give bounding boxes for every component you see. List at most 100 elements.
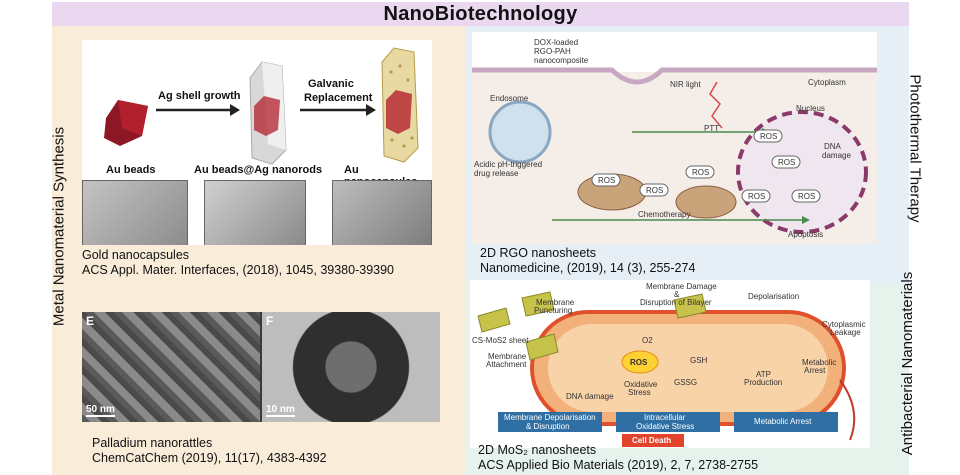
mem-damage-label-1: Membrane Damage bbox=[646, 282, 717, 291]
gold-caption: Gold nanocapsules ACS Appl. Mater. Inter… bbox=[82, 248, 394, 278]
box-depol-line-1: Membrane Depolarisation bbox=[504, 413, 596, 422]
gsh-label: GSH bbox=[690, 356, 708, 365]
rgo-caption-ref: Nanomedicine, (2019), 14 (3), 255-274 bbox=[480, 261, 696, 275]
metabolic-label-2: Arrest bbox=[804, 366, 826, 375]
nucleus-label: Nucleus bbox=[796, 104, 825, 113]
ros-label-6: ROS bbox=[748, 192, 766, 201]
tem-au-ag-nanorods bbox=[204, 180, 306, 245]
gssg-label: GSSG bbox=[674, 378, 698, 387]
gold-nanocapsule-figure: Ag shell growth Galvanic Replacement Au … bbox=[82, 40, 432, 245]
gold-caption-title: Gold nanocapsules bbox=[82, 248, 190, 262]
arrow-galvanic bbox=[300, 104, 376, 116]
rgo-illustration bbox=[472, 32, 877, 234]
mos2-illustration bbox=[477, 291, 856, 447]
nir-wave bbox=[709, 81, 723, 129]
pd-caption: Palladium nanorattles ChemCatChem (2019)… bbox=[92, 436, 327, 466]
tem-panel-e bbox=[82, 312, 260, 422]
ros-label-4: ROS bbox=[646, 186, 664, 195]
gold-synthesis-illustration bbox=[104, 47, 419, 165]
rgo-caption-title: 2D RGO nanosheets bbox=[480, 246, 597, 260]
mos2-caption-title: 2D MoS₂ nanosheets bbox=[478, 443, 597, 457]
rgo-caption: 2D RGO nanosheets Nanomedicine, (2019), … bbox=[480, 246, 695, 276]
mem-punct-label-2: Puncturing bbox=[534, 306, 573, 315]
mem-punct-label-1: Membrane bbox=[536, 298, 575, 307]
box-depol-line-2: & Disruption bbox=[526, 422, 570, 431]
cyto-leak-label-1: Cytoplasmic bbox=[822, 320, 866, 329]
endosome-label: Endosome bbox=[490, 94, 529, 103]
mem-damage-label-2: & bbox=[674, 290, 680, 299]
tem-au-beads bbox=[82, 180, 188, 245]
panel-f-label: F bbox=[266, 314, 274, 328]
metabolic-label-1: Metabolic bbox=[802, 358, 837, 367]
tem-au-nanocapsules bbox=[332, 180, 432, 245]
dox-label-2: RGO-PAH bbox=[534, 47, 571, 56]
ros-label-5: ROS bbox=[692, 168, 710, 177]
step-galvanic-label-1: Galvanic bbox=[308, 78, 354, 90]
title-bar: NanoBiotechnology bbox=[52, 2, 909, 26]
nucleus-shape bbox=[736, 110, 868, 234]
o2-label: O2 bbox=[642, 336, 653, 345]
endosome-shape bbox=[488, 100, 552, 164]
arrow-ag-shell bbox=[156, 104, 240, 116]
page-title: NanoBiotechnology bbox=[383, 2, 578, 25]
ag-nanorod-shape bbox=[249, 61, 287, 165]
rgo-photothermal-figure: DOX-loaded RGO-PAH nanocomposite NIR lig… bbox=[472, 32, 877, 244]
box-oxidative-line-1: Intracellular bbox=[644, 413, 686, 422]
depolarisation-label: Depolarisation bbox=[748, 292, 800, 301]
mos2-sheet-label: CS-MoS2 sheet bbox=[472, 336, 529, 345]
oxidative-label-2: Stress bbox=[628, 388, 651, 397]
dna-label-1: DNA bbox=[824, 142, 841, 151]
atp-label-1: ATP bbox=[756, 370, 771, 379]
atp-label-2: Production bbox=[744, 378, 783, 387]
box-oxidative-line-2: Oxidative Stress bbox=[636, 422, 695, 431]
cytoplasm-label: Cytoplasm bbox=[808, 78, 846, 87]
acidic-label-1: Acidic pH-triggered bbox=[474, 160, 543, 169]
oxidative-label-1: Oxidative bbox=[624, 380, 658, 389]
mos2-antibacterial-figure: Membrane Damage & Disruption of Bilayer … bbox=[470, 280, 870, 448]
tem-panel-f bbox=[262, 312, 440, 422]
mem-attach-label-2: Attachment bbox=[486, 360, 527, 369]
step-galvanic-label-2: Replacement bbox=[304, 92, 373, 104]
scale-bar-f: 10 nm bbox=[266, 404, 295, 417]
ptt-label: PTT bbox=[704, 124, 720, 133]
panel-e-label: E bbox=[86, 314, 95, 328]
side-label-photothermal: Photothermal Therapy bbox=[906, 74, 924, 223]
cell-death-label: Cell Death bbox=[632, 436, 672, 445]
mem-attach-label-1: Membrane bbox=[488, 352, 527, 361]
dox-label-3: nanocomposite bbox=[534, 56, 589, 65]
ros-label-2: ROS bbox=[778, 158, 796, 167]
dox-label-1: DOX-loaded bbox=[534, 38, 579, 47]
acidic-label-2: drug release bbox=[474, 169, 519, 178]
mos2-caption-ref: ACS Applied Bio Materials (2019), 2, 7, … bbox=[478, 458, 759, 472]
apoptosis-label: Apoptosis bbox=[788, 230, 824, 239]
pd-nanorattle-figure: E F 50 nm 10 nm bbox=[82, 312, 440, 422]
bottom-boxes bbox=[498, 412, 838, 447]
box-metabolic: Metabolic Arrest bbox=[754, 417, 812, 426]
bacterium-body bbox=[530, 310, 846, 426]
pd-caption-title: Palladium nanorattles bbox=[92, 436, 213, 450]
ros-label-3: ROS bbox=[598, 176, 616, 185]
dna-damage-label: DNA damage bbox=[566, 392, 614, 401]
nir-label: NIR light bbox=[670, 80, 701, 89]
mem-damage-label-3: Disruption of Bilayer bbox=[640, 298, 712, 307]
cyto-leak-label-2: Leakage bbox=[830, 328, 861, 337]
scale-bar-e: 50 nm bbox=[86, 404, 115, 417]
side-label-metal: Metal Nanomaterial Synthesis bbox=[50, 126, 68, 327]
side-label-antibacterial: Antibacterial Nanomaterials bbox=[899, 271, 916, 456]
au-bead-shape bbox=[104, 100, 148, 146]
mos2-caption: 2D MoS₂ nanosheets ACS Applied Bio Mater… bbox=[478, 443, 758, 473]
au-nanocapsule-shape bbox=[381, 47, 419, 163]
au-ag-nanorods-label: Au beads@Ag nanorods bbox=[194, 164, 323, 176]
ros-burst bbox=[621, 350, 659, 374]
pd-caption-ref: ChemCatChem (2019), 11(17), 4383-4392 bbox=[92, 451, 327, 465]
au-beads-label: Au beads bbox=[106, 164, 156, 176]
dna-label-2: damage bbox=[822, 151, 851, 160]
ros-label: ROS bbox=[630, 358, 648, 367]
step-ag-shell-label: Ag shell growth bbox=[158, 90, 241, 102]
gold-caption-ref: ACS Appl. Mater. Interfaces, (2018), 104… bbox=[82, 263, 395, 277]
ros-label-7: ROS bbox=[798, 192, 816, 201]
chemotherapy-label: Chemotherapy bbox=[638, 210, 691, 219]
ros-label-1: ROS bbox=[760, 132, 778, 141]
mos2-sheets bbox=[477, 291, 707, 361]
ros-bubbles bbox=[591, 129, 821, 203]
